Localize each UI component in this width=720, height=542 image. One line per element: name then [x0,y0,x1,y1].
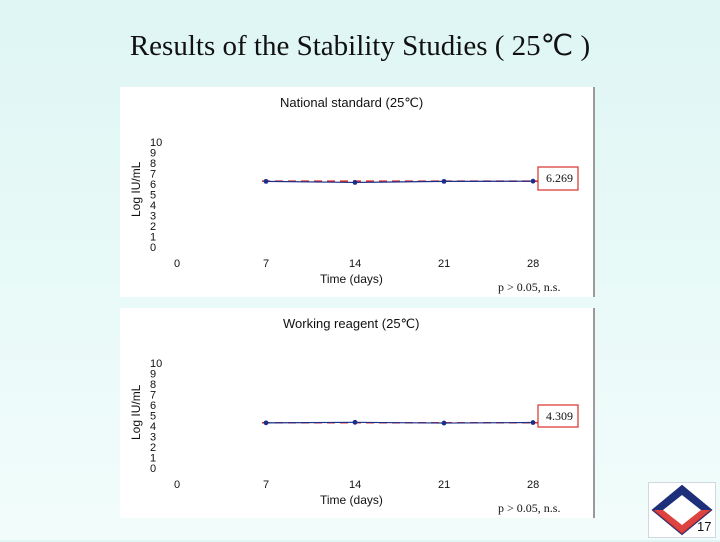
x-tick-label: 14 [349,258,361,270]
y-tick-label: 0 [150,463,156,475]
significance-annotation: p > 0.05, n.s. [498,280,560,294]
y-tick-label: 1 [150,232,156,244]
data-point [441,420,447,426]
callout-value: 6.269 [546,171,573,185]
x-axis-label: Time (days) [320,272,383,286]
y-tick-label: 2 [150,221,156,233]
y-tick-label: 0 [150,242,156,254]
callout-box [537,404,579,428]
x-tick-label: 0 [174,479,180,491]
data-point [352,419,358,425]
working-reagent-chart: Working reagent (25℃) Log IU/mL Time (da… [120,308,595,518]
x-tick-label: 7 [263,258,269,270]
page-number: 17 [697,519,712,534]
working-reagent-svg: Working reagent (25℃) Log IU/mL Time (da… [129,316,579,515]
x-tick-label: 21 [438,479,450,491]
x-tick-label: 21 [438,258,450,270]
y-tick-label: 6 [150,400,156,412]
callout-box [537,166,579,191]
x-tick-label: 28 [527,479,539,491]
y-tick-label: 10 [150,358,162,370]
data-point [530,178,536,184]
y-axis-label: Log IU/mL [129,384,143,440]
data-point [441,178,447,184]
y-tick-label: 5 [150,190,156,202]
y-tick-label: 7 [150,169,156,181]
y-axis-label: Log IU/mL [129,161,143,217]
y-tick-label: 2 [150,442,156,454]
series-line [265,421,534,424]
significance-annotation: p > 0.05, n.s. [498,501,560,515]
x-tick-label: 0 [174,258,180,270]
y-tick-label: 9 [150,369,156,381]
national-standard-svg: National standard (25℃) Log IU/mL Time (… [129,95,579,294]
y-tick-label: 4 [150,200,156,212]
data-point [263,178,269,184]
callout-value: 4.309 [546,409,573,423]
data-point [352,180,358,185]
data-point [530,420,536,425]
y-tick-label: 6 [150,179,156,191]
chart-title: Working reagent (25℃) [283,316,419,331]
y-tick-label: 7 [150,390,156,402]
y-tick-label: 8 [150,158,156,170]
logo-emblem-icon [651,484,713,536]
series-line [265,180,534,184]
x-axis-label: Time (days) [320,493,383,507]
x-tick-label: 28 [527,258,539,270]
y-tick-label: 10 [150,137,162,149]
data-point [263,420,269,426]
chart-title: National standard (25℃) [280,95,423,110]
y-tick-label: 4 [150,421,156,433]
y-tick-label: 8 [150,379,156,391]
y-tick-label: 9 [150,148,156,160]
y-tick-label: 3 [150,432,156,444]
y-tick-label: 1 [150,453,156,465]
y-tick-label: 3 [150,211,156,223]
x-tick-label: 14 [349,479,361,491]
x-tick-label: 7 [263,479,269,491]
institution-logo [648,482,716,538]
reference-callout: 4.309 [537,404,579,428]
slide-title: Results of the Stability Studies ( 25℃ ) [129,30,591,62]
reference-callout: 6.269 [537,166,579,191]
national-standard-chart: National standard (25℃) Log IU/mL Time (… [120,87,595,297]
y-tick-label: 5 [150,411,156,423]
